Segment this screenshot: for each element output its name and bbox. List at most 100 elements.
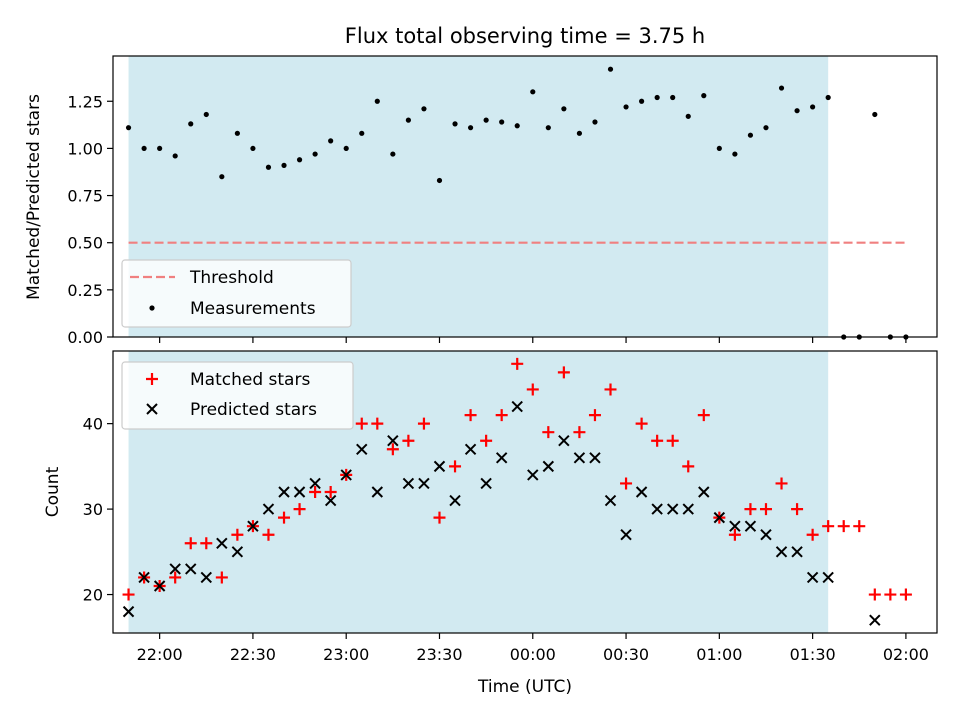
predicted-star-point bbox=[340, 469, 352, 481]
x-tick-label: 01:30 bbox=[790, 645, 836, 664]
top-x-ticks bbox=[159, 337, 907, 343]
top-frame bbox=[112, 55, 938, 338]
measurement-point bbox=[732, 151, 738, 157]
predicted-star-point bbox=[869, 614, 881, 626]
legend-measurements-label: Measurements bbox=[190, 299, 316, 319]
x-tick-label: 23:00 bbox=[323, 645, 369, 664]
matched-star-point bbox=[200, 537, 213, 550]
measurement-point bbox=[825, 94, 831, 101]
matched-star-point bbox=[588, 409, 601, 422]
top-y-label: Matched/Predicted stars bbox=[24, 94, 44, 300]
measurement-point bbox=[125, 125, 132, 131]
predicted-star-point bbox=[620, 529, 632, 541]
top-y-ticks: 0.00 0.25 0.50 0.75 1.00 1.25 bbox=[67, 92, 113, 347]
top-legend-box bbox=[121, 259, 352, 328]
matched-star-point bbox=[464, 409, 477, 422]
bottom-frame bbox=[112, 350, 938, 634]
predicted-star-point bbox=[122, 605, 135, 618]
top-legend: Threshold Measurements bbox=[121, 259, 352, 328]
predicted-star-point bbox=[464, 443, 477, 455]
legend-matched-swatch bbox=[146, 373, 158, 385]
legend-predicted-label: Predicted stars bbox=[190, 400, 317, 420]
predicted-star-point bbox=[153, 580, 166, 592]
legend-matched-label: Matched stars bbox=[190, 370, 310, 390]
predicted-star-point bbox=[138, 571, 150, 584]
measurement-point bbox=[483, 117, 489, 123]
measurement-point bbox=[623, 104, 629, 110]
matched-star-point bbox=[557, 366, 570, 379]
legend-measurements-swatch bbox=[149, 305, 155, 311]
measurement-point bbox=[328, 138, 334, 144]
predicted-star-point bbox=[573, 452, 586, 464]
measurement-point bbox=[343, 145, 349, 152]
measurement-point bbox=[188, 121, 194, 127]
matched-star-point bbox=[791, 503, 804, 516]
measurement-point bbox=[514, 123, 520, 129]
measurement-point bbox=[654, 94, 660, 101]
predicted-star-point bbox=[216, 537, 228, 549]
predicted-star-point bbox=[402, 477, 415, 490]
predicted-star-point bbox=[356, 443, 368, 455]
matched-star-point bbox=[604, 383, 617, 396]
measurement-point bbox=[157, 145, 163, 152]
x-tick-label: 22:30 bbox=[230, 645, 276, 664]
measurement-point bbox=[607, 66, 614, 72]
matched-star-point bbox=[744, 503, 757, 516]
measurement-point bbox=[810, 104, 816, 110]
predicted-star-point bbox=[449, 494, 461, 507]
x-axis-label: Time (UTC) bbox=[477, 677, 572, 697]
matched-star-point bbox=[542, 426, 555, 439]
predicted-star-point bbox=[511, 400, 523, 413]
measurement-point bbox=[219, 174, 225, 180]
predicted-star-point bbox=[729, 520, 741, 532]
measurement-point bbox=[499, 119, 505, 125]
x-tick-label: 00:30 bbox=[603, 645, 649, 664]
matched-star-point bbox=[651, 434, 664, 447]
predicted-star-point bbox=[635, 486, 648, 498]
bottom-y-tick-label: 30 bbox=[83, 500, 103, 519]
measurement-point bbox=[716, 145, 722, 152]
predicted-star-point bbox=[666, 503, 679, 515]
measurement-point bbox=[592, 119, 598, 125]
top-y-tick-label: 1.00 bbox=[67, 139, 103, 158]
measurement-point bbox=[374, 98, 380, 104]
matched-star-point bbox=[884, 588, 897, 601]
measurement-point bbox=[250, 145, 256, 152]
predicted-star-point bbox=[806, 571, 819, 584]
matched-star-point bbox=[278, 511, 291, 524]
matched-stars-points bbox=[122, 357, 912, 601]
matched-star-point bbox=[759, 503, 772, 516]
matched-star-point bbox=[293, 503, 306, 516]
measurement-point bbox=[685, 113, 691, 119]
predicted-star-point bbox=[418, 477, 430, 490]
measurement-point bbox=[312, 151, 318, 157]
matched-star-point bbox=[433, 511, 446, 524]
matched-star-point bbox=[324, 486, 337, 498]
predicted-star-point bbox=[542, 460, 555, 473]
predicted-star-point bbox=[495, 452, 508, 464]
matched-star-point bbox=[402, 434, 415, 447]
measurement-point bbox=[639, 98, 645, 104]
predicted-star-point bbox=[387, 435, 399, 447]
measurement-point bbox=[405, 117, 411, 123]
matched-star-point bbox=[449, 460, 462, 473]
matched-star-point bbox=[355, 417, 368, 430]
matched-star-point bbox=[775, 477, 788, 490]
measurement-point bbox=[763, 125, 769, 131]
predicted-star-point bbox=[822, 571, 834, 584]
measurement-points bbox=[125, 66, 909, 340]
measurement-point bbox=[452, 121, 458, 127]
matched-star-point bbox=[309, 486, 322, 498]
predicted-star-point bbox=[760, 529, 772, 541]
predicted-star-point bbox=[293, 486, 306, 498]
matched-star-point bbox=[417, 417, 430, 430]
predicted-star-point bbox=[791, 546, 803, 558]
matched-star-point bbox=[728, 528, 741, 541]
measurement-point bbox=[467, 125, 474, 131]
x-tick-label: 02:00 bbox=[883, 645, 929, 664]
predicted-star-point bbox=[262, 503, 275, 515]
matched-star-point bbox=[822, 520, 835, 533]
matched-star-point bbox=[853, 520, 866, 533]
measurement-point bbox=[421, 106, 427, 112]
